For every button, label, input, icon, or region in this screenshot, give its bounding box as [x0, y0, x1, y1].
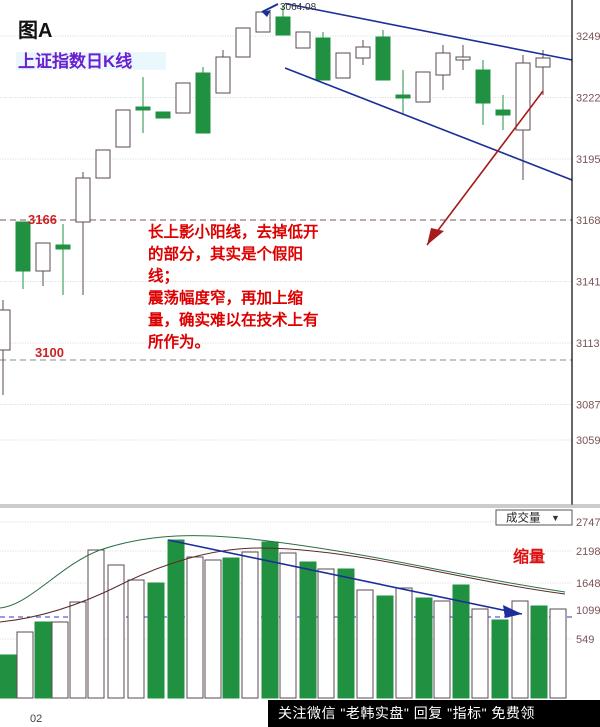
svg-text:3249: 3249: [576, 31, 600, 43]
svg-text:3195: 3195: [576, 154, 600, 166]
svg-text:成交量: 成交量: [506, 511, 541, 525]
svg-text:量，确实难以在技术上有: 量，确实难以在技术上有: [148, 310, 319, 329]
svg-text:3113: 3113: [576, 338, 600, 350]
svg-text:3222: 3222: [576, 93, 600, 105]
svg-text:1099: 1099: [576, 605, 600, 617]
svg-text:3059: 3059: [576, 435, 600, 447]
svg-text:02: 02: [30, 713, 42, 725]
svg-text:长上影小阳线，去掉低开: 长上影小阳线，去掉低开: [148, 222, 319, 241]
svg-text:缩量: 缩量: [513, 547, 545, 566]
svg-text:3141: 3141: [576, 277, 600, 289]
svg-text:所作为。: 所作为。: [148, 332, 210, 351]
svg-text:关注微信 "老韩实盘" 回复 "指标" 免费领: 关注微信 "老韩实盘" 回复 "指标" 免费领: [278, 705, 535, 721]
svg-text:3100: 3100: [35, 345, 64, 360]
svg-text:2198: 2198: [576, 546, 600, 558]
svg-text:震荡幅度窄，再加上缩: 震荡幅度窄，再加上缩: [148, 288, 304, 307]
svg-text:3064.08: 3064.08: [280, 2, 317, 13]
svg-text:图A: 图A: [18, 19, 52, 42]
svg-text:3166: 3166: [28, 212, 57, 227]
svg-text:上证指数日K线: 上证指数日K线: [18, 51, 132, 71]
svg-text:549: 549: [576, 634, 594, 646]
svg-text:2747: 2747: [576, 517, 600, 529]
svg-text:线；: 线；: [148, 266, 179, 285]
svg-text:的部分，其实是个假阳: 的部分，其实是个假阳: [148, 244, 303, 263]
svg-text:1648: 1648: [576, 578, 600, 590]
svg-text:3087: 3087: [576, 400, 600, 412]
svg-text:▼: ▼: [551, 513, 560, 523]
svg-text:3168: 3168: [576, 215, 600, 227]
